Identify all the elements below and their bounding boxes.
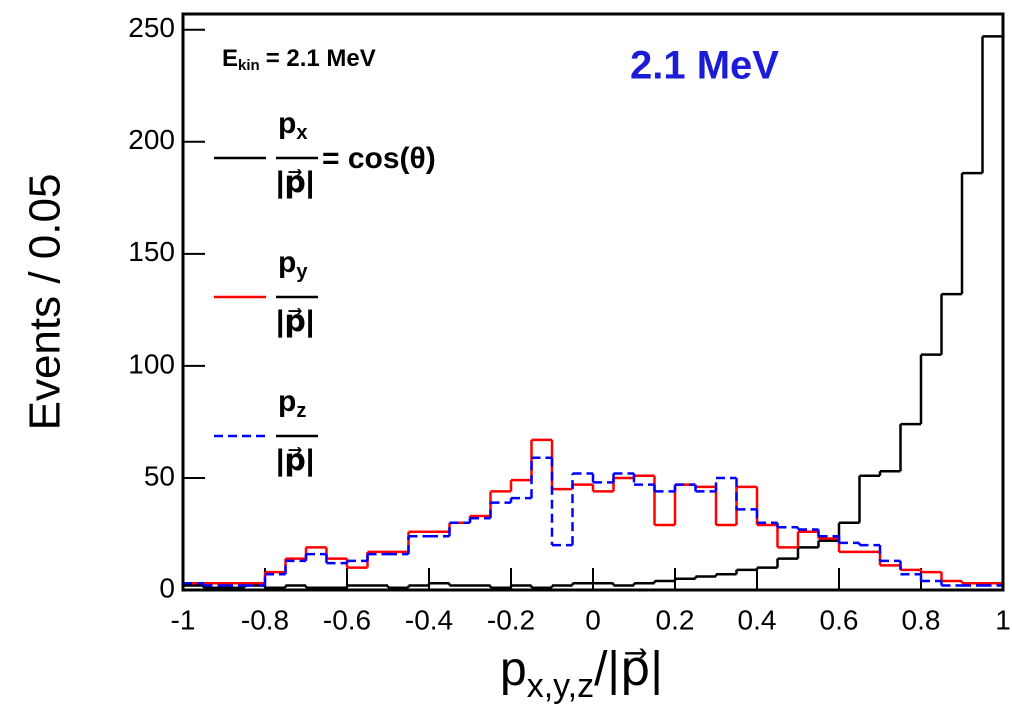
x-tick-label: 0.8 <box>902 604 941 635</box>
legend-denominator: |p⃗| <box>276 444 314 477</box>
y-axis-label: Events / 0.05 <box>21 174 70 431</box>
x-tick-label: -0.2 <box>487 604 535 635</box>
legend-denominator: |p⃗| <box>276 305 314 338</box>
legend-subscript: y <box>296 261 308 283</box>
y-tick-label: 200 <box>128 124 175 155</box>
annotation: 2.1 MeV <box>630 44 779 88</box>
x-tick-label: 0.4 <box>738 604 777 635</box>
legend-numerator: pz <box>278 385 306 422</box>
x-label-subscript: x,y,z <box>527 667 594 705</box>
legend-numerator: px <box>278 107 307 144</box>
x-tick-label: -0.4 <box>405 604 453 635</box>
x-tick-label: -0.8 <box>241 604 289 635</box>
x-label-suffix: /|p⃗| <box>594 643 663 696</box>
annotation-subscript: kin <box>238 57 260 74</box>
x-tick-label: 1 <box>995 604 1011 635</box>
legend-subscript: x <box>296 122 307 144</box>
y-tick-label: 50 <box>144 460 175 491</box>
x-axis-label: px,y,z/|p⃗| <box>500 643 663 705</box>
y-tick-label: 150 <box>128 236 175 267</box>
y-tick-label: 100 <box>128 348 175 379</box>
x-tick-label: -0.6 <box>323 604 371 635</box>
x-tick-label: 0.6 <box>820 604 859 635</box>
annotation: Ekin = 2.1 MeV <box>222 45 376 74</box>
legend-denominator: |p⃗| <box>276 166 314 199</box>
plot-frame <box>181 12 1005 592</box>
y-tick-label: 0 <box>159 572 175 603</box>
legend-symbol: p <box>278 246 296 279</box>
legend-symbol: p <box>278 107 296 140</box>
legend-symbol: p <box>278 385 296 418</box>
legend-subscript: z <box>296 400 306 422</box>
x-tick-label: 0.2 <box>656 604 695 635</box>
annotation-symbol: E <box>222 45 238 72</box>
annotation-suffix: = 2.1 MeV <box>266 45 376 72</box>
y-tick-label: 250 <box>128 12 175 43</box>
x-tick-label: 0 <box>585 604 601 635</box>
legend-numerator: py <box>278 246 308 283</box>
series <box>181 456 1003 590</box>
legend-suffix: = cos(θ) <box>322 142 436 175</box>
x-tick-label: -1 <box>171 604 196 635</box>
x-label-symbol: p <box>500 643 527 696</box>
